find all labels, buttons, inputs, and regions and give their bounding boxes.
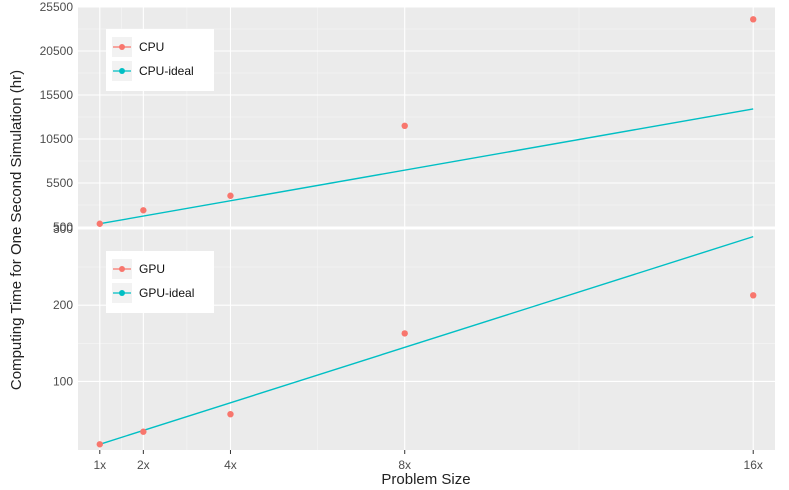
legend-label-cpu-ideal: CPU-ideal xyxy=(139,64,194,78)
y-tick-label-cpu: 20500 xyxy=(40,44,74,58)
y-tick-label-cpu: 25500 xyxy=(40,0,74,14)
y-tick-label-gpu: 100 xyxy=(53,374,73,388)
x-tick-label: 4x xyxy=(224,458,237,472)
panel-gpu: 100 200 300 GPU GPU-ideal xyxy=(53,222,775,450)
series-line-gpu-ideal xyxy=(99,235,754,445)
legend-key-point xyxy=(119,290,125,296)
data-point-gpu xyxy=(401,330,408,337)
legend-gpu: GPU GPU-ideal xyxy=(106,251,214,313)
y-tick-label-cpu: 5500 xyxy=(46,176,73,190)
data-point-cpu xyxy=(140,207,147,214)
legend-label-cpu: CPU xyxy=(139,40,164,54)
y-axis-title: Computing Time for One Second Simulation… xyxy=(8,70,25,390)
y-tick-label-cpu: 10500 xyxy=(40,132,74,146)
x-tick-label: 1x xyxy=(93,458,106,472)
legend-label-gpu-ideal: GPU-ideal xyxy=(139,286,194,300)
data-point-cpu xyxy=(401,122,408,129)
panel-cpu: 500 5500 10500 15500 20500 25500 CPU CPU-ideal xyxy=(40,0,775,234)
data-point-gpu xyxy=(227,410,234,418)
data-point-gpu xyxy=(750,292,757,299)
legend-key-point xyxy=(119,68,125,74)
legend-key-point xyxy=(119,44,125,50)
data-point-cpu xyxy=(227,192,234,199)
legend-cpu: CPU CPU-ideal xyxy=(106,29,214,91)
legend-key-point xyxy=(119,266,125,272)
data-point-cpu xyxy=(750,16,757,23)
y-tick-label-cpu: 15500 xyxy=(40,88,74,102)
x-tick-label: 8x xyxy=(398,458,411,472)
data-point-gpu xyxy=(140,428,147,435)
x-tick-label: 16x xyxy=(744,458,763,472)
x-tick-label: 2x xyxy=(137,458,150,472)
series-line-cpu-ideal xyxy=(99,108,754,225)
x-axis-title: Problem Size xyxy=(381,471,470,488)
legend-label-gpu: GPU xyxy=(139,262,165,276)
data-point-gpu xyxy=(96,441,103,448)
y-tick-label-cpu: 500 xyxy=(53,220,73,234)
y-tick-label-gpu: 300 xyxy=(53,222,73,236)
data-point-cpu xyxy=(96,220,103,227)
y-tick-label-gpu: 200 xyxy=(53,298,73,312)
